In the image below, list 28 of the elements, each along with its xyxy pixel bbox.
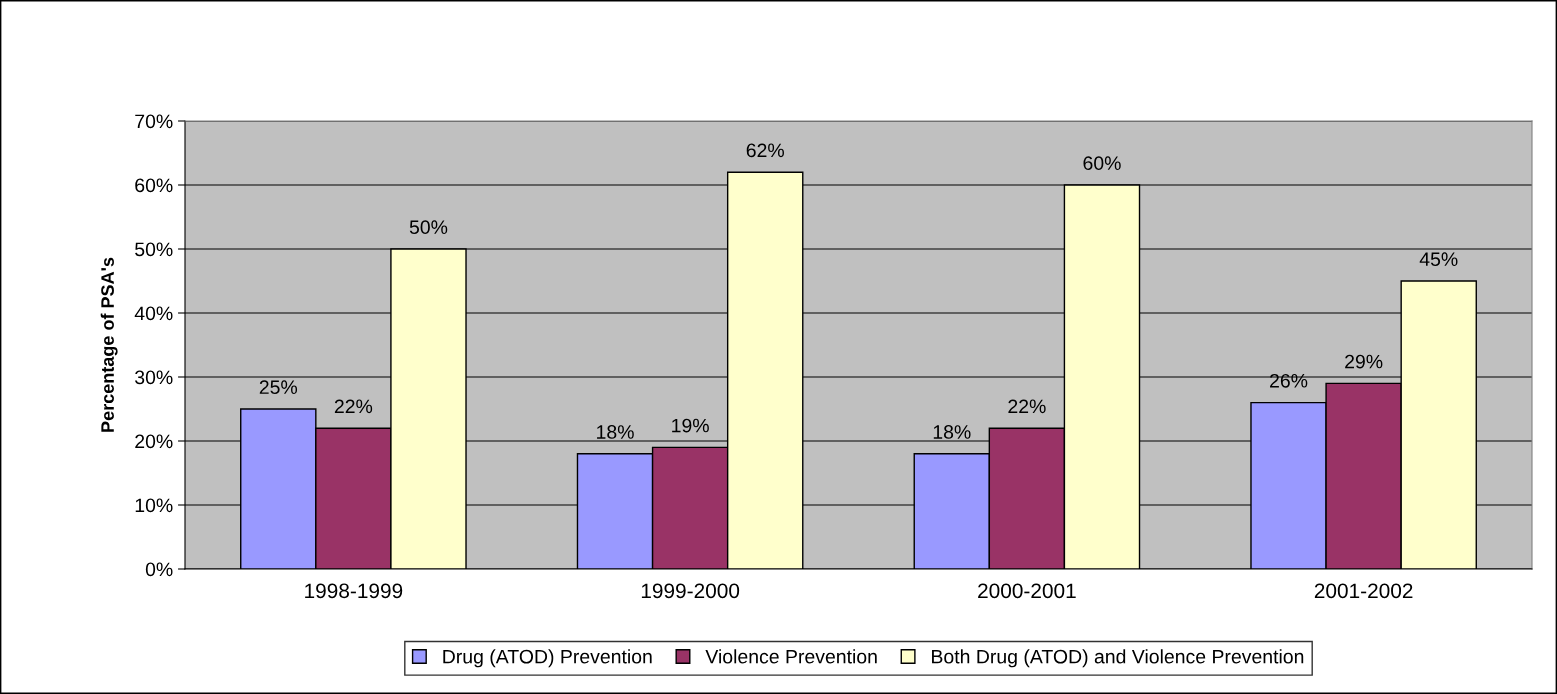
x-tick-label: 1999-2000 xyxy=(641,583,740,599)
legend-label: Both Drug (ATOD) and Violence Prevention xyxy=(932,649,1304,668)
x-tick-label: 1998-1999 xyxy=(305,583,403,599)
data-label: 25% xyxy=(259,380,298,395)
data-label: 22% xyxy=(1008,399,1046,414)
data-label: 50% xyxy=(409,220,448,235)
y-tick-label: 70% xyxy=(135,114,173,129)
y-axis-title: Percentage of PSA's xyxy=(100,257,118,432)
data-label: 22% xyxy=(334,399,373,414)
legend-label: Drug (ATOD) Prevention xyxy=(443,649,652,668)
data-label: 62% xyxy=(746,143,784,158)
data-label: 18% xyxy=(597,425,634,439)
data-label: 29% xyxy=(1345,354,1383,369)
data-label: 45% xyxy=(1419,252,1458,267)
x-tick-label: 2000-2001 xyxy=(978,583,1076,599)
y-tick-label: 20% xyxy=(135,434,173,449)
data-label: 18% xyxy=(933,425,971,439)
x-tick-label: 2001-2002 xyxy=(1314,583,1413,599)
data-label: 60% xyxy=(1083,156,1121,171)
y-tick-label: 0% xyxy=(145,562,173,577)
y-tick-label: 30% xyxy=(135,370,173,385)
data-label: 26% xyxy=(1270,373,1308,388)
y-tick-label: 50% xyxy=(135,242,173,257)
data-label: 19% xyxy=(672,418,709,433)
y-tick-label: 10% xyxy=(135,498,173,513)
legend-label: Violence Prevention xyxy=(705,649,877,664)
y-tick-label: 60% xyxy=(135,178,173,193)
y-tick-label: 40% xyxy=(134,306,173,321)
